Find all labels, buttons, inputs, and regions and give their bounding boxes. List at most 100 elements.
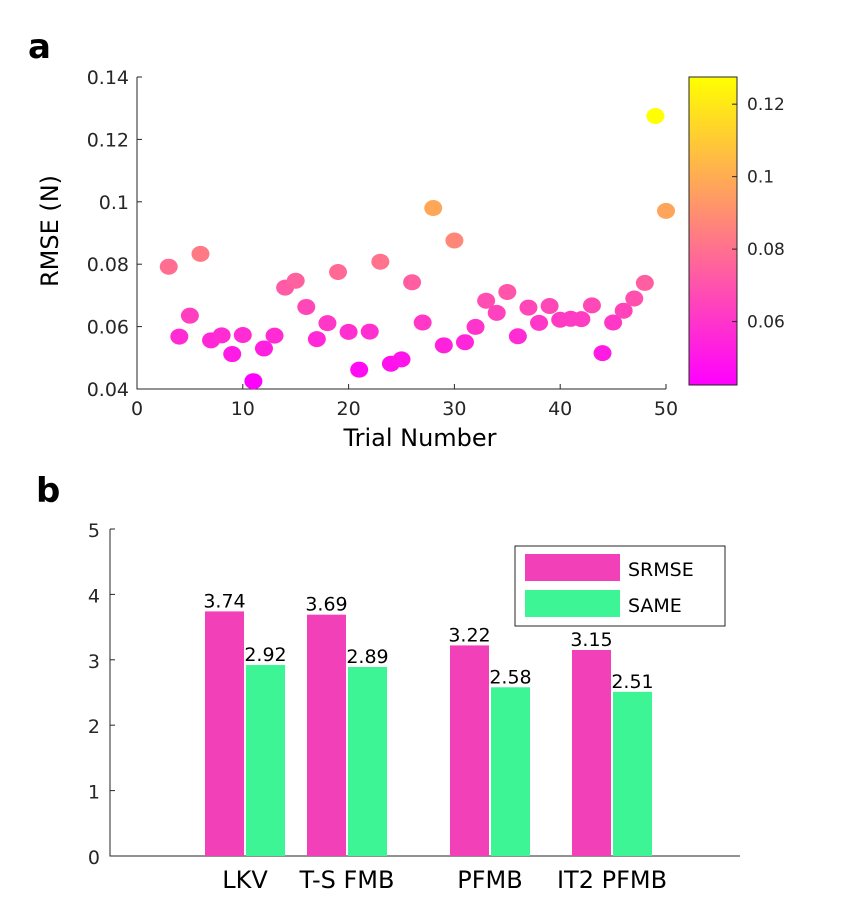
scatter-y-tick-label: 0.06	[87, 317, 129, 339]
scatter-point	[318, 315, 337, 332]
bar-srmse	[307, 614, 346, 856]
bar-same	[491, 687, 530, 856]
scatter-point	[212, 327, 231, 344]
scatter-point	[455, 334, 474, 351]
bar-srmse	[572, 649, 611, 856]
scatter-point	[265, 327, 284, 344]
bar-marks: 3.74 2.92 3.69 2.89 3.22 2.58 3.15 2.51	[203, 590, 654, 856]
colorbar-ticks: 0.06 0.08 0.1 0.12	[732, 95, 785, 333]
scatter-x-axis-label: Trial Number	[342, 424, 496, 452]
scatter-point	[170, 328, 189, 345]
scatter-point	[657, 202, 675, 219]
bar-value-label: 2.58	[489, 666, 531, 688]
bar-y-tick-label: 2	[88, 716, 100, 738]
scatter-point	[498, 283, 517, 300]
scatter-point	[339, 323, 358, 340]
scatter-point	[307, 331, 326, 348]
scatter-point	[466, 318, 485, 335]
bar-y-tick-label: 1	[88, 782, 100, 804]
scatter-point	[625, 290, 644, 307]
colorbar-tick-label: 0.08	[747, 240, 785, 260]
colorbar: 0.06 0.08 0.1 0.12	[688, 76, 785, 386]
bar-y-tick-label: 3	[88, 651, 100, 673]
scatter-y-tick-label: 0.12	[87, 129, 129, 151]
scatter-point	[392, 351, 411, 368]
scatter-point	[582, 297, 601, 314]
bar-value-label: 2.51	[611, 671, 653, 693]
scatter-point	[159, 258, 178, 275]
scatter-x-tick-label: 40	[548, 398, 572, 420]
colorbar-tick-label: 0.12	[747, 95, 785, 115]
bar-value-label: 3.69	[305, 594, 347, 616]
scatter-point	[403, 274, 422, 291]
scatter-point	[180, 307, 199, 324]
bar-value-label: 2.89	[346, 646, 388, 668]
colorbar-tick-label: 0.06	[747, 313, 785, 333]
bar-same	[348, 666, 387, 856]
scatter-points	[159, 108, 675, 390]
scatter-point	[540, 298, 559, 315]
scatter-point	[244, 373, 263, 390]
scatter-point	[350, 361, 369, 378]
scatter-x-tick-label: 30	[442, 398, 466, 420]
scatter-point	[233, 327, 252, 344]
scatter-y-axis-label: RMSE (N)	[36, 175, 64, 287]
scatter-x-tick-label: 0	[131, 398, 143, 420]
bar-value-label: 3.15	[570, 629, 612, 651]
scatter-y-tick-label: 0.08	[87, 254, 129, 276]
scatter-point	[191, 245, 210, 262]
scatter-point	[487, 304, 506, 321]
scatter-point	[413, 314, 432, 331]
bar-category-labels: LKV T-S FMB PFMB IT2 PFMB	[222, 866, 667, 894]
scatter-point	[297, 298, 316, 315]
scatter-point	[223, 346, 242, 363]
scatter-point	[646, 108, 665, 124]
scatter-x-tick-label: 50	[654, 398, 678, 420]
scatter-point	[572, 311, 591, 328]
scatter-point	[593, 345, 612, 362]
scatter-point	[445, 232, 464, 249]
colorbar-gradient	[688, 76, 738, 386]
legend-swatch-srmse	[525, 554, 620, 581]
scatter-point	[424, 200, 443, 217]
scatter-point	[519, 299, 538, 316]
scatter-x-tick-label: 10	[231, 398, 255, 420]
bar-y-tick-label: 5	[88, 520, 100, 542]
panel-b-letter: b	[36, 471, 60, 511]
legend: SRMSE SAME	[514, 545, 726, 627]
scatter-point	[604, 314, 623, 331]
bar-y-tick-label: 4	[88, 585, 100, 607]
scatter-y-tick-label: 0.04	[87, 379, 129, 401]
legend-swatch-same	[525, 590, 620, 617]
bar-srmse	[205, 611, 244, 856]
scatter-y-tick-label: 0.14	[87, 67, 129, 89]
scatter-point	[254, 340, 273, 357]
scatter-point	[614, 302, 633, 319]
scatter-y-tick-label: 0.1	[99, 192, 129, 214]
bar-category-label: IT2 PFMB	[557, 866, 667, 894]
bar-same	[613, 691, 652, 856]
scatter-x-tick-label: 20	[337, 398, 361, 420]
legend-label-same: SAME	[628, 595, 682, 617]
scatter-plot: 0 10 20 30 40 50 0.04 0.06 0.08 0.1 0.12 0.14 Trial…	[36, 67, 678, 452]
scatter-point	[530, 314, 549, 331]
colorbar-tick-label: 0.1	[747, 168, 774, 188]
scatter-point	[434, 337, 453, 354]
bar-same	[246, 665, 285, 856]
legend-label-srmse: SRMSE	[628, 559, 694, 581]
scatter-axes: 0 10 20 30 40 50 0.04 0.06 0.08 0.1 0.12 0.14	[87, 67, 678, 420]
bar-value-label: 2.92	[244, 644, 286, 666]
bar-value-label: 3.22	[448, 624, 490, 646]
bar-srmse	[450, 645, 489, 856]
bar-category-label: T-S FMB	[299, 866, 395, 894]
bar-category-label: LKV	[222, 866, 268, 894]
scatter-point	[635, 274, 654, 291]
scatter-point	[360, 323, 379, 340]
scatter-point	[329, 264, 348, 280]
bar-y-tick-label: 0	[88, 847, 100, 869]
scatter-point	[477, 292, 496, 309]
panel-a-letter: a	[28, 27, 51, 67]
bar-value-label: 3.74	[203, 590, 245, 612]
